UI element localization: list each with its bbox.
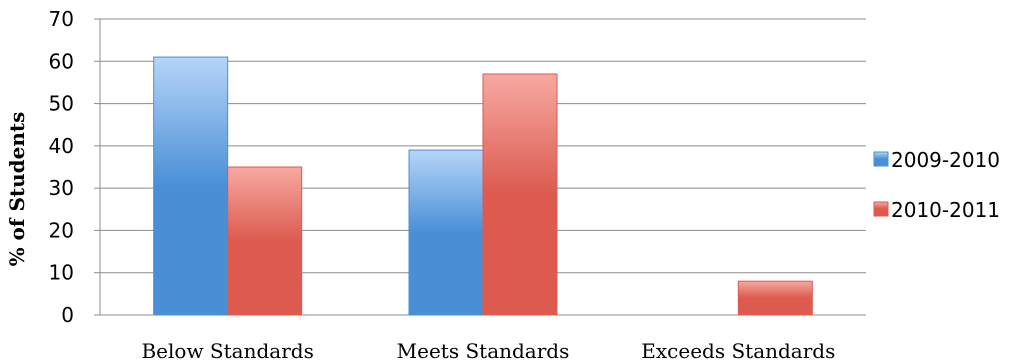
x-category-label: Meets Standards xyxy=(397,339,570,362)
y-tick-label: 70 xyxy=(49,7,74,31)
y-tick-label: 40 xyxy=(49,134,74,158)
legend-label: 2010-2011 xyxy=(891,198,1000,222)
y-tick-label: 50 xyxy=(49,92,74,116)
y-tick-label: 60 xyxy=(49,49,74,73)
bar-2010-2011-exceeds-standards xyxy=(737,280,813,316)
y-axis-title: % of Students xyxy=(5,112,29,267)
y-axis-tick-labels: 0 10 20 30 40 50 60 70 xyxy=(49,7,74,327)
x-category-label: Below Standards xyxy=(141,339,313,362)
bar-2010-2011-below-standards xyxy=(227,166,303,316)
y-tick-label: 20 xyxy=(49,218,74,242)
bars xyxy=(153,56,813,316)
y-tick-label: 30 xyxy=(49,176,74,200)
bar-2010-2011-meets-standards xyxy=(482,73,558,316)
legend-label: 2009-2010 xyxy=(891,148,1000,172)
bar-2009-2010-below-standards xyxy=(153,56,229,316)
legend-swatch xyxy=(873,151,889,167)
y-tick-label: 0 xyxy=(61,303,74,327)
bar-2009-2010-meets-standards xyxy=(408,149,484,316)
legend: 2009-2010 2010-2011 xyxy=(873,148,1000,222)
x-axis-category-labels: Below Standards Meets Standards Exceeds St… xyxy=(141,339,835,362)
legend-swatch xyxy=(873,201,889,217)
y-tick-label: 10 xyxy=(49,261,74,285)
x-category-label: Exceeds Standards xyxy=(641,339,835,362)
